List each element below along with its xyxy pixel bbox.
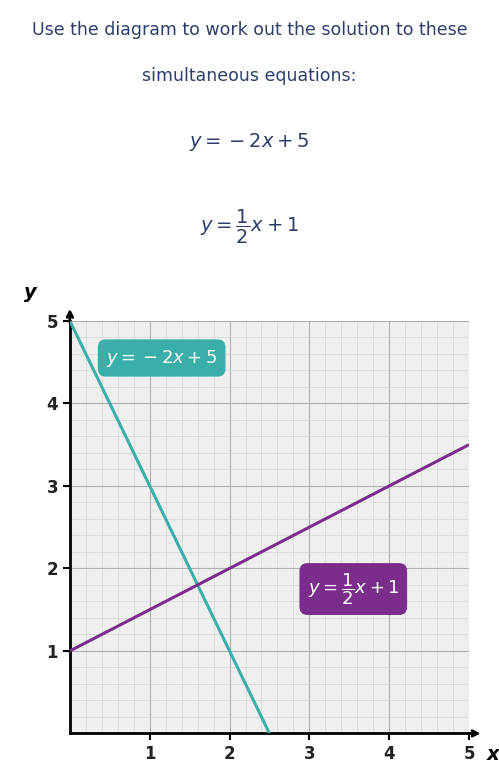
Text: x: x <box>487 745 499 763</box>
Text: y: y <box>23 283 36 302</box>
Text: simultaneous equations:: simultaneous equations: <box>142 67 357 86</box>
Text: $y=\dfrac{1}{2}x+1$: $y=\dfrac{1}{2}x+1$ <box>307 571 399 607</box>
Text: $y = -2x + 5$: $y = -2x + 5$ <box>189 131 310 154</box>
Text: $y=-2x+5$: $y=-2x+5$ <box>106 348 218 368</box>
Text: $y = \dfrac{1}{2}x + 1$: $y = \dfrac{1}{2}x + 1$ <box>200 208 299 246</box>
Text: Use the diagram to work out the solution to these: Use the diagram to work out the solution… <box>32 21 467 40</box>
